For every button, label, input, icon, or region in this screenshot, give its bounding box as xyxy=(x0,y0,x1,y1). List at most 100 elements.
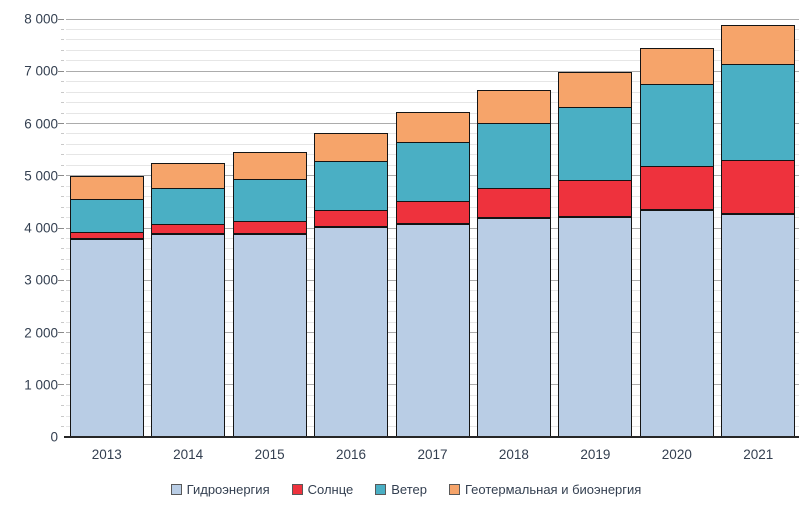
bar-segment-Ветер xyxy=(558,107,633,181)
y-axis-tick-label: 4 000 xyxy=(24,220,58,236)
legend-marker xyxy=(291,484,303,495)
x-axis-tick-label: 2017 xyxy=(417,447,448,462)
bar-segment-Геотермальная и биоэнергия xyxy=(151,163,226,189)
bar-segment-Ветер xyxy=(69,199,144,233)
y-axis-tick xyxy=(61,290,64,292)
y-axis-tick xyxy=(58,332,64,333)
x-axis-tick-label: 2016 xyxy=(336,447,367,462)
bar-2013 xyxy=(69,176,144,437)
y-axis-tick xyxy=(61,237,64,239)
bar-segment-Геотермальная и биоэнергия xyxy=(721,25,796,65)
bar-segment-Гидроэнергия xyxy=(232,234,307,437)
legend-label: Геотермальная и биоэнергия xyxy=(465,482,642,497)
y-axis: 0 1 000 2 000 3 000 4 000 5 000 6 000 7 000 8 00… xyxy=(0,12,58,445)
bar-segment-Солнце xyxy=(558,180,633,217)
y-axis-tick xyxy=(58,279,64,281)
bar-segment-Гидроэнергия xyxy=(476,218,551,437)
bar-segment-Ветер xyxy=(151,188,226,225)
y-axis-tick xyxy=(61,164,64,166)
bar-segment-Геотермальная и биоэнергия xyxy=(69,176,144,200)
y-axis-tick xyxy=(61,311,64,313)
bar-2016 xyxy=(314,133,389,437)
y-axis-tick xyxy=(61,269,64,271)
gridline-minor xyxy=(66,39,799,41)
bar-segment-Геотермальная и биоэнергия xyxy=(232,152,307,180)
legend-marker xyxy=(375,484,387,495)
y-axis-tick xyxy=(61,217,64,219)
y-axis-tick xyxy=(61,39,64,41)
bar-segment-Геотермальная и биоэнергия xyxy=(558,72,633,108)
legend-item: Ветер xyxy=(375,482,427,497)
y-axis-tick xyxy=(61,352,64,354)
y-axis-tick xyxy=(61,133,64,135)
x-axis-tick-label: 2021 xyxy=(743,447,774,462)
y-axis-tick-label: 2 000 xyxy=(24,325,58,340)
y-axis-tick xyxy=(61,81,64,83)
bar-2020 xyxy=(639,48,714,437)
bar-segment-Ветер xyxy=(395,142,470,202)
bar-segment-Солнце xyxy=(476,188,551,218)
y-axis-tick xyxy=(61,415,64,417)
y-axis-tick xyxy=(61,363,64,365)
gridline-minor xyxy=(66,49,799,51)
bar-segment-Ветер xyxy=(639,84,714,167)
gridline-minor xyxy=(66,91,799,93)
legend-label: Гидроэнергия xyxy=(186,482,270,497)
legend-label: Ветер xyxy=(391,482,427,497)
x-axis-tick-label: 2019 xyxy=(580,447,611,462)
y-axis-tick xyxy=(61,154,64,156)
y-axis-tick xyxy=(61,206,64,208)
bar-segment-Геотермальная и биоэнергия xyxy=(314,133,389,162)
bar-segment-Гидроэнергия xyxy=(151,234,226,437)
y-axis-tick-label: 0 xyxy=(50,429,58,445)
bar-2015 xyxy=(232,152,307,437)
bar-2018 xyxy=(476,90,551,437)
y-axis-tick-label: 5 000 xyxy=(24,168,58,184)
bar-segment-Ветер xyxy=(721,64,796,161)
x-axis-tick-label: 2015 xyxy=(254,447,285,462)
y-axis-tick-label: 6 000 xyxy=(24,116,58,131)
y-axis-tick xyxy=(61,258,64,260)
gridline-minor xyxy=(66,102,799,104)
legend-marker xyxy=(170,484,182,495)
bar-segment-Солнце xyxy=(69,232,144,239)
y-axis-tick xyxy=(61,102,64,104)
y-axis-tick xyxy=(58,227,64,229)
bar-segment-Солнце xyxy=(639,166,714,210)
bar-segment-Гидроэнергия xyxy=(395,224,470,437)
gridline-minor xyxy=(66,28,799,30)
gridline-minor xyxy=(66,60,799,62)
x-axis-tick-label: 2018 xyxy=(498,447,529,462)
legend-label: Солнце xyxy=(307,482,354,497)
bar-segment-Солнце xyxy=(151,224,226,234)
bar-2017 xyxy=(395,112,470,437)
y-axis-tick-label: 7 000 xyxy=(24,63,58,79)
bar-segment-Гидроэнергия xyxy=(314,227,389,437)
bar-segment-Солнце xyxy=(721,160,796,214)
bar-segment-Геотермальная и биоэнергия xyxy=(639,48,714,85)
y-axis-tick xyxy=(58,175,64,177)
y-axis-tick xyxy=(61,143,64,145)
y-axis-tick xyxy=(61,405,64,407)
bar-segment-Геотермальная и биоэнергия xyxy=(395,112,470,143)
y-axis-tick-label: 3 000 xyxy=(24,272,58,288)
bar-segment-Гидроэнергия xyxy=(721,214,796,437)
y-axis-tick xyxy=(61,91,64,93)
bar-segment-Ветер xyxy=(232,179,307,222)
y-axis-tick xyxy=(58,384,64,386)
y-axis-tick xyxy=(61,60,64,62)
y-axis-tick xyxy=(58,123,64,124)
x-axis-tick-label: 2020 xyxy=(661,447,692,462)
bar-2014 xyxy=(151,163,226,437)
y-axis-tick-label: 1 000 xyxy=(24,377,58,393)
y-axis-tick xyxy=(61,112,64,114)
gridline-major xyxy=(66,70,799,72)
legend-item: Солнце xyxy=(291,482,354,497)
y-axis-tick xyxy=(58,70,64,72)
bar-segment-Солнце xyxy=(314,210,389,227)
y-axis-tick xyxy=(61,248,64,250)
legend-item: Геотермальная и биоэнергия xyxy=(449,482,641,497)
bar-segment-Гидроэнергия xyxy=(639,210,714,437)
